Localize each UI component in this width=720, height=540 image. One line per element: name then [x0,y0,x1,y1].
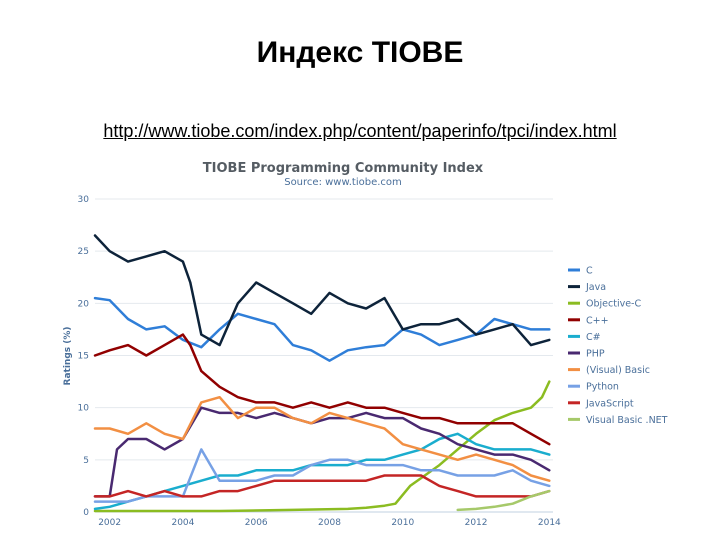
legend-item: C [586,266,593,277]
grid [95,198,553,513]
slide-title: Индекс TIOBE [256,36,464,69]
axis-ticks: 0 5 10 15 20 25 30 2002 2004 2006 2008 2010 2012 2014 [78,195,562,528]
y-tick-label: 5 [83,456,89,466]
series-line [93,380,551,513]
y-tick-label: 10 [78,404,90,414]
legend-item: Objective-C [586,299,641,310]
series-line [93,474,551,498]
series-line [93,234,551,347]
chart-title: TIOBE Programming Community Index [203,161,484,176]
x-tick-label: 2010 [391,518,414,528]
series-line [456,489,551,512]
legend-item: Java [585,282,606,293]
series-line [93,448,551,503]
source-link[interactable]: http://www.tiobe.com/index.php/content/p… [103,121,617,141]
x-tick-label: 2004 [171,518,194,528]
series-line [93,406,551,498]
x-tick-label: 2006 [245,518,268,528]
series-line [93,395,551,482]
legend-item: Visual Basic .NET [586,415,668,426]
y-tick-label: 25 [78,247,89,257]
x-tick-label: 2014 [538,518,561,528]
x-tick-label: 2012 [465,518,488,528]
y-tick-label: 0 [83,508,89,518]
legend-item: PHP [586,349,605,360]
y-tick-label: 20 [78,299,90,309]
series-line [93,296,551,362]
series-line [93,432,551,511]
y-axis-label: Ratings (%) [63,327,73,386]
legend-item: C++ [586,315,609,326]
legend-item: C# [586,332,601,343]
y-tick-label: 15 [78,352,89,362]
legend-item: Python [586,382,619,393]
legend: C Java Objective-C C++ C# PHP (Visual) Basic Py… [568,266,668,426]
chart-subtitle: Source: www.tiobe.com [284,177,402,188]
series-lines [93,234,551,513]
y-tick-label: 30 [78,195,90,205]
legend-item: JavaScript [585,398,634,409]
x-tick-label: 2002 [98,518,121,528]
series-line [93,333,551,446]
x-tick-label: 2008 [318,518,341,528]
legend-item: (Visual) Basic [586,365,650,376]
